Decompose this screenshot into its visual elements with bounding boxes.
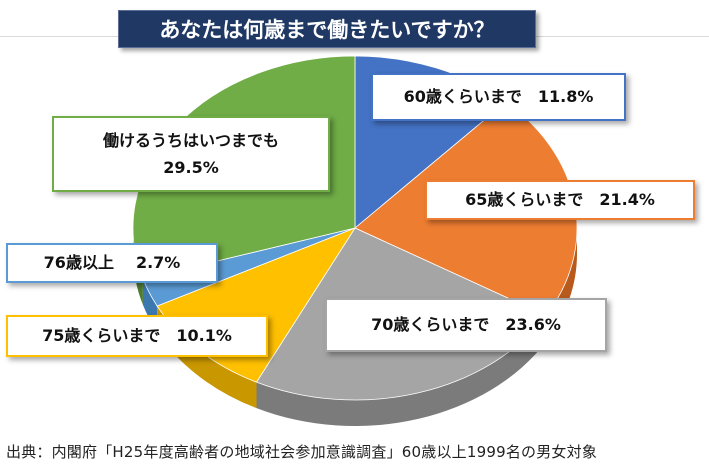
slice-label-75-name: 75歳くらいまで: [42, 326, 161, 346]
pie-side-3: [157, 306, 257, 409]
slice-label-76: 76歳以上 2.7%: [6, 243, 218, 283]
slice-label-70-name: 70歳くらいまで: [371, 315, 490, 335]
pie-tops: [132, 55, 578, 401]
slice-label-70-value: 23.6%: [505, 315, 561, 335]
pie-side-2: [256, 315, 547, 426]
slice-label-60-value: 11.8%: [537, 87, 594, 107]
slice-label-60-name: 60歳くらいまで: [403, 87, 522, 107]
slice-label-anytime-name: 働けるうちはいつまでも: [102, 130, 279, 150]
chart-title: あなたは何歳まで働きたいですか？: [118, 10, 536, 48]
source-note: 出典：内閣府「H25年度高齢者の地域社会参加意識調査」60歳以上1999名の男女…: [6, 443, 598, 461]
slice-label-anytime-value: 29.5%: [163, 158, 219, 177]
slice-label-76-name: 76歳以上: [43, 253, 114, 273]
slice-label-75-value: 10.1%: [176, 326, 232, 346]
slice-label-65-value: 21.4%: [599, 190, 655, 210]
slice-label-anytime: 働けるうちはいつまでも 29.5%: [52, 116, 330, 192]
slice-label-65: 65歳くらいまで 21.4%: [425, 180, 695, 220]
slice-label-60: 60歳くらいまで 11.8%: [371, 73, 626, 121]
slice-label-76-value: 2.7%: [135, 253, 181, 273]
slice-label-75: 75歳くらいまで 10.1%: [6, 315, 268, 357]
slice-label-65-name: 65歳くらいまで: [465, 190, 584, 210]
slice-label-70: 70歳くらいまで 23.6%: [325, 298, 607, 352]
